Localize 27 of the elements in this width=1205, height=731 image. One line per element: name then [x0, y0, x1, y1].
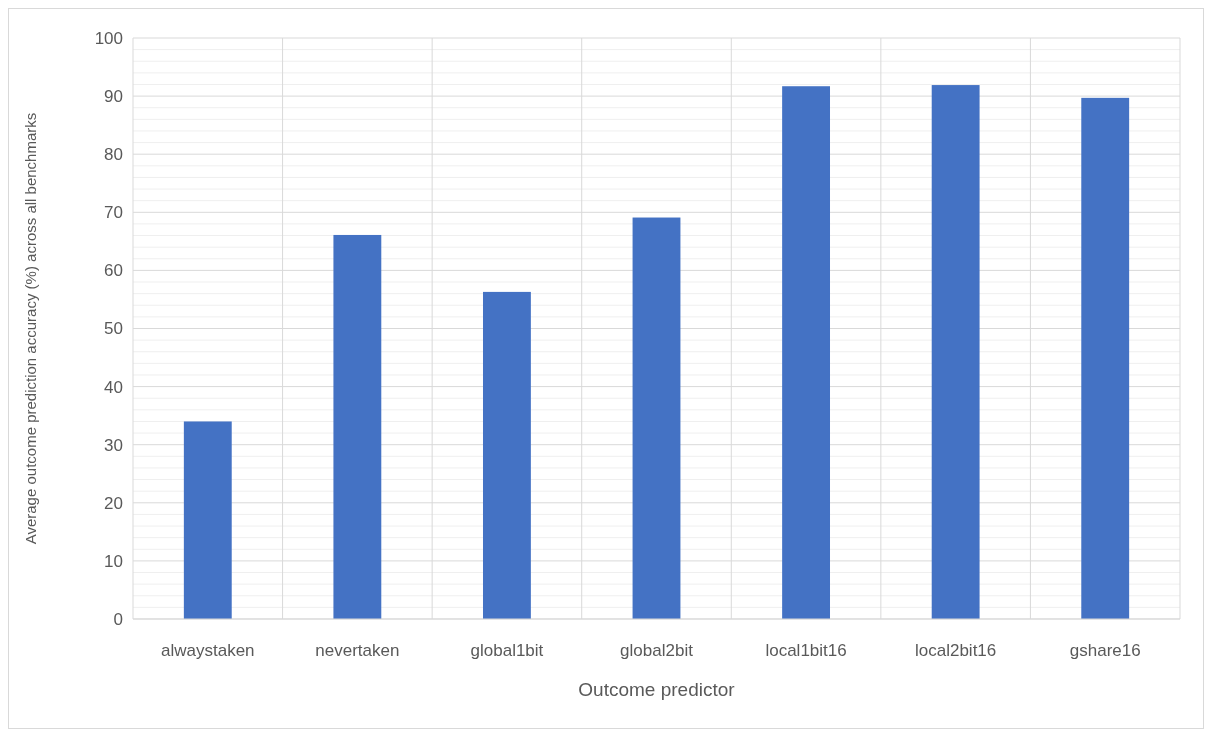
y-tick-label: 30 — [104, 435, 123, 455]
y-tick-label: 80 — [104, 145, 123, 165]
y-tick-label: 40 — [104, 377, 123, 397]
y-tick-label: 70 — [104, 203, 123, 223]
bar — [782, 86, 830, 619]
x-tick-label: local2bit16 — [915, 641, 997, 660]
bar — [1081, 97, 1130, 619]
y-tick-label: 90 — [104, 87, 123, 107]
bar — [483, 291, 531, 619]
bar — [333, 234, 382, 619]
y-tick-label: 60 — [104, 261, 123, 281]
bar — [931, 85, 980, 619]
x-tick-label: gshare16 — [1069, 641, 1141, 660]
x-tick-label: local1bit16 — [765, 641, 847, 660]
y-tick-label: 100 — [94, 28, 123, 48]
bar — [632, 217, 681, 619]
y-tick-label: 50 — [104, 319, 123, 339]
x-tick-label: global1bit — [470, 641, 544, 660]
x-tick-label: alwaystaken — [161, 641, 255, 660]
x-tick-label: nevertaken — [315, 641, 400, 660]
y-axis-title: Average outcome prediction accuracy (%) across all benchmarks — [22, 112, 39, 545]
y-tick-label: 20 — [104, 493, 123, 513]
x-axis-title: Outcome predictor — [578, 679, 736, 700]
y-tick-label: 0 — [113, 609, 123, 629]
y-tick-label: 10 — [104, 551, 123, 571]
bar — [183, 421, 232, 619]
x-tick-label: global2bit — [620, 641, 694, 660]
